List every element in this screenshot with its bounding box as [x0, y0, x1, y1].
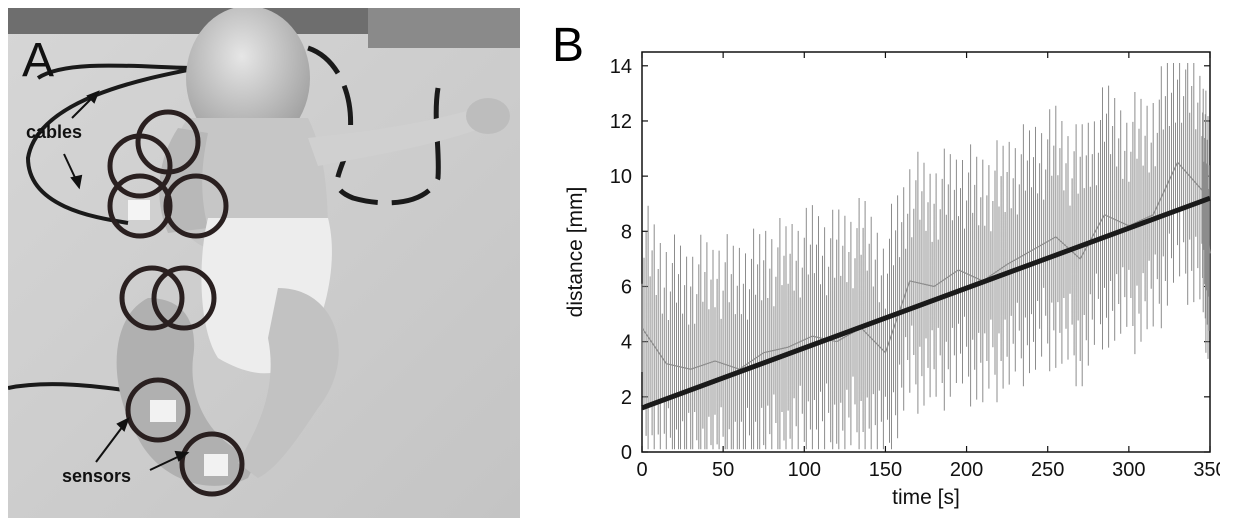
annotation-arrows	[63, 90, 190, 471]
sheet-marking	[307, 45, 441, 206]
sensor-circle	[107, 133, 173, 199]
sensor-circle	[119, 265, 185, 331]
x-tick-label: 300	[1112, 459, 1145, 481]
cables-label: cables	[26, 122, 82, 142]
x-tick-label: 0	[636, 459, 647, 481]
distance-trend-line	[641, 195, 1211, 411]
x-tick-label: 200	[950, 459, 983, 481]
x-tick-label: 50	[712, 459, 734, 481]
infant-leg-right	[238, 288, 339, 478]
panel-b-label: B	[552, 19, 585, 72]
sensor-circle	[151, 265, 217, 331]
distance-chart: 0 50 100 150 200 250 300 350 0 2 4 6 8 10 12 14 distanc…	[564, 51, 1220, 509]
infant-photo-panel: A cables sensors	[8, 8, 520, 518]
sensor-circle	[107, 173, 173, 239]
x-tick-label: 100	[788, 459, 821, 481]
infant-torso	[170, 118, 328, 248]
sensor-circle	[125, 377, 191, 443]
distance-raw-series	[641, 63, 1210, 450]
infant-photo: A cables sensors	[8, 8, 520, 518]
x-tick-label: 350	[1193, 459, 1220, 481]
y-tick-label: 6	[621, 276, 632, 298]
infant-arm	[308, 108, 488, 166]
y-tick-label: 14	[610, 56, 632, 78]
y-tick-label: 8	[621, 221, 632, 243]
infant-head	[186, 8, 310, 150]
sensor-circle	[163, 173, 229, 239]
y-tick-label: 4	[621, 332, 632, 354]
x-tick-label: 250	[1031, 459, 1064, 481]
y-tick-label: 0	[621, 442, 632, 464]
x-axis-title: time [s]	[892, 486, 960, 509]
sensor-circle	[179, 431, 245, 497]
y-tick-label: 2	[621, 387, 632, 409]
y-tick-label: 12	[610, 111, 632, 133]
x-tick-label: 150	[869, 459, 902, 481]
sensor-circles	[107, 109, 245, 497]
panel-a-label: A	[22, 34, 54, 87]
y-axis-title: distance [mm]	[564, 187, 587, 318]
sensors-label: sensors	[62, 466, 131, 486]
y-tick-label: 10	[610, 166, 632, 188]
